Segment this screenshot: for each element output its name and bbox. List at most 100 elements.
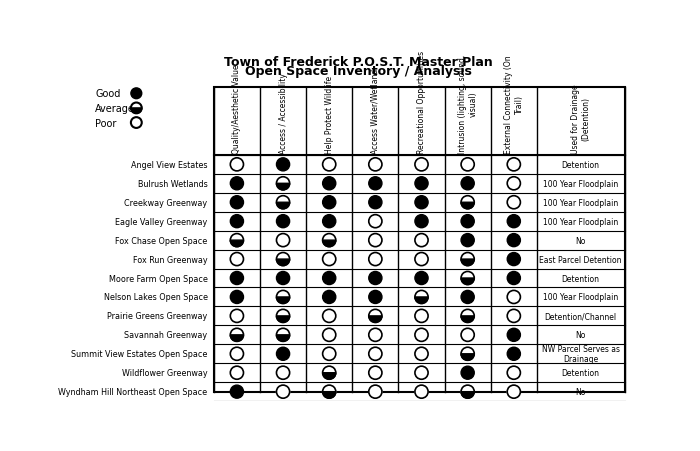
Circle shape [461,253,474,266]
Bar [214,88,624,392]
Circle shape [508,234,520,247]
Text: External Connectivity (On
Trail): External Connectivity (On Trail) [504,55,524,153]
Circle shape [230,291,244,304]
Circle shape [461,196,474,209]
Text: Summit View Estates Open Space: Summit View Estates Open Space [71,350,208,359]
Circle shape [230,366,244,379]
Text: Intrusion (lighting, sound,
visual): Intrusion (lighting, sound, visual) [458,54,477,153]
Circle shape [461,347,474,360]
Circle shape [369,215,382,228]
Text: Recreational Opportunities: Recreational Opportunities [417,51,426,153]
Circle shape [323,272,336,285]
Text: Detention: Detention [561,274,600,283]
Circle shape [131,103,141,114]
Circle shape [508,272,520,285]
Text: 100 Year Floodplain: 100 Year Floodplain [543,198,618,207]
Text: Eagle Valley Greenway: Eagle Valley Greenway [116,217,208,226]
Wedge shape [461,259,474,266]
Wedge shape [461,203,474,209]
Circle shape [230,272,244,285]
Circle shape [415,366,428,379]
Circle shape [276,385,290,398]
Circle shape [323,234,336,247]
Circle shape [276,310,290,323]
Circle shape [415,329,428,341]
Circle shape [323,253,336,266]
Circle shape [230,158,244,171]
Circle shape [323,310,336,323]
Text: Good: Good [95,89,120,99]
Circle shape [323,215,336,228]
Wedge shape [276,203,290,209]
Circle shape [323,291,336,304]
Circle shape [415,272,428,285]
Wedge shape [230,240,244,247]
Circle shape [323,347,336,360]
Circle shape [461,272,474,285]
Wedge shape [461,354,474,360]
Text: NW Parcel Serves as
Drainage: NW Parcel Serves as Drainage [542,344,620,364]
Text: Open Space Inventory / Analysis: Open Space Inventory / Analysis [245,65,472,78]
Circle shape [415,215,428,228]
Text: Access / Accessibility: Access / Accessibility [279,73,288,153]
Circle shape [230,234,244,247]
Text: No: No [575,331,586,340]
Circle shape [461,385,474,398]
Text: Average: Average [95,104,135,114]
Circle shape [461,158,474,171]
Circle shape [369,366,382,379]
Text: Angel View Estates: Angel View Estates [131,161,208,170]
Circle shape [131,118,141,129]
Circle shape [461,366,474,379]
Wedge shape [131,109,141,114]
Circle shape [230,347,244,360]
Text: Used for Drainage
(Detention): Used for Drainage (Detention) [571,84,590,153]
Text: 100 Year Floodplain: 100 Year Floodplain [543,293,618,302]
Circle shape [230,177,244,190]
Wedge shape [461,316,474,323]
Text: Creekway Greenway: Creekway Greenway [125,198,208,207]
Circle shape [369,329,382,341]
Wedge shape [323,240,336,247]
Circle shape [276,272,290,285]
Circle shape [369,177,382,190]
Circle shape [276,329,290,341]
Circle shape [230,215,244,228]
Text: Fox Run Greenway: Fox Run Greenway [133,255,208,264]
Circle shape [461,329,474,341]
Wedge shape [276,184,290,190]
Circle shape [415,196,428,209]
Circle shape [369,291,382,304]
Text: Detention: Detention [561,161,600,170]
Circle shape [369,253,382,266]
Circle shape [276,347,290,360]
Text: Quality/Aesthetic Value: Quality/Aesthetic Value [232,64,241,153]
Text: Wildflower Greenway: Wildflower Greenway [122,368,208,377]
Text: Help Protect Wildlife: Help Protect Wildlife [325,75,334,153]
Circle shape [230,310,244,323]
Circle shape [323,158,336,171]
Circle shape [131,89,141,100]
Text: Savannah Greenway: Savannah Greenway [125,331,208,340]
Circle shape [369,234,382,247]
Text: No: No [575,236,586,245]
Circle shape [508,253,520,266]
Circle shape [508,177,520,190]
Circle shape [230,329,244,341]
Circle shape [508,366,520,379]
Circle shape [323,366,336,379]
Circle shape [369,347,382,360]
Circle shape [230,385,244,398]
Text: No: No [575,387,586,396]
Text: Wyndham Hill Northeast Open Space: Wyndham Hill Northeast Open Space [59,387,208,396]
Text: Fox Chase Open Space: Fox Chase Open Space [116,236,208,245]
Circle shape [369,385,382,398]
Circle shape [323,385,336,398]
Wedge shape [369,316,382,323]
Circle shape [369,272,382,285]
Circle shape [508,215,520,228]
Circle shape [369,196,382,209]
Wedge shape [276,297,290,304]
Text: Moore Farm Open Space: Moore Farm Open Space [108,274,208,283]
Circle shape [323,196,336,209]
